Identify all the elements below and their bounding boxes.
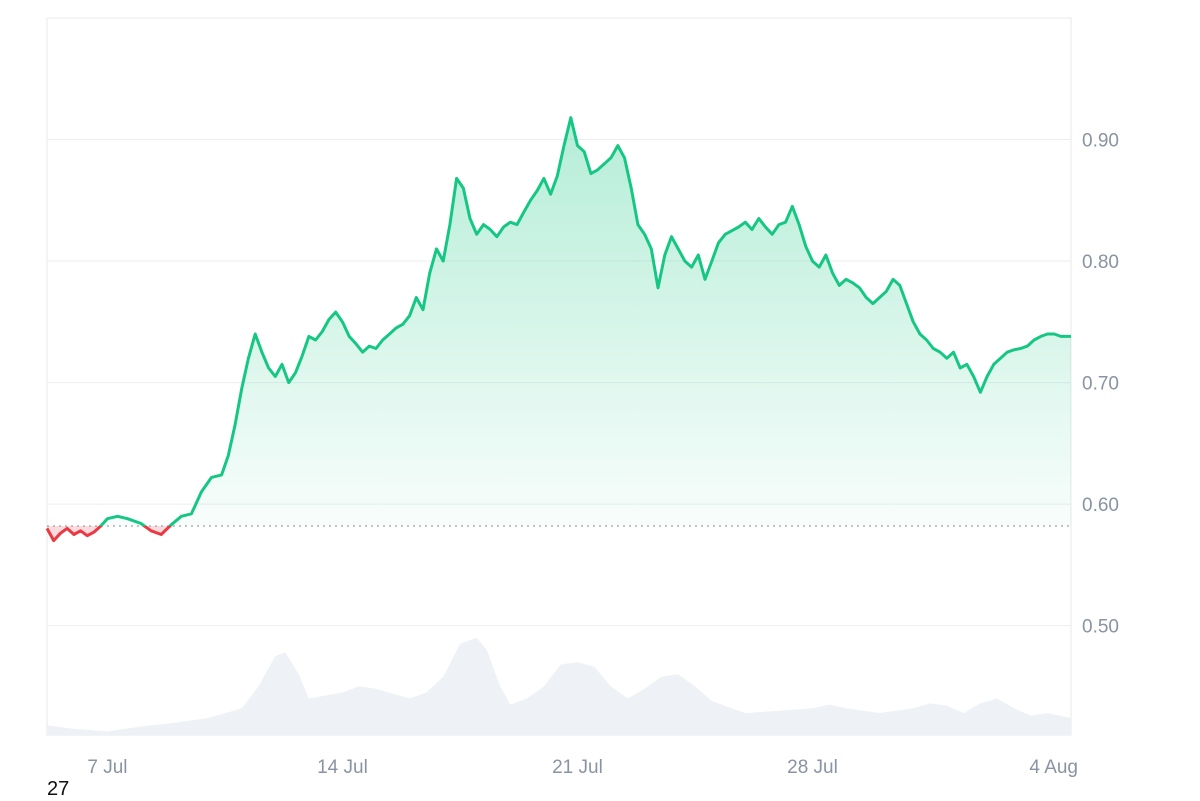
price-area-down bbox=[47, 525, 1071, 541]
y-tick-label: 0.60 bbox=[1082, 495, 1119, 516]
volume-area bbox=[47, 637, 1071, 735]
x-tick-label: 21 Jul bbox=[552, 757, 603, 778]
y-tick-label: 0.80 bbox=[1082, 252, 1119, 273]
y-tick-label: 0.50 bbox=[1082, 617, 1119, 638]
x-axis: 7 Jul 14 Jul 21 Jul 28 Jul 4 Aug bbox=[87, 757, 1078, 778]
x-tick-label: 4 Aug bbox=[1029, 757, 1078, 778]
x-tick-label: 7 Jul bbox=[87, 757, 127, 778]
x-tick-label: 28 Jul bbox=[787, 757, 838, 778]
y-axis: 0.90 0.80 0.70 0.60 0.50 bbox=[1082, 131, 1119, 638]
y-tick-label: 0.90 bbox=[1082, 131, 1119, 152]
x-tick-label: 14 Jul bbox=[317, 757, 368, 778]
footer-label: 27 bbox=[47, 778, 70, 800]
y-tick-label: 0.70 bbox=[1082, 374, 1119, 395]
price-area-up bbox=[100, 117, 1071, 526]
price-line-up bbox=[98, 116, 1071, 526]
